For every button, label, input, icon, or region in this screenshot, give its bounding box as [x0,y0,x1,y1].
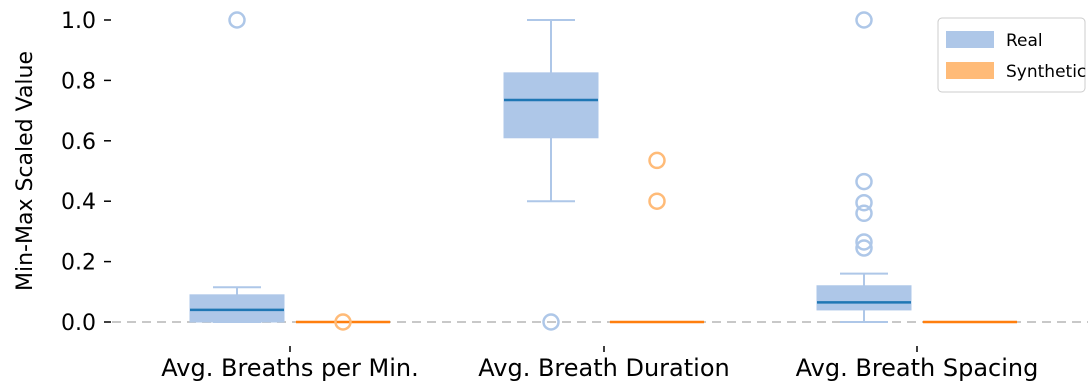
y-tick-label: 0.8 [61,69,96,94]
y-tick-label: 0.4 [61,190,96,215]
box-synthetic-1 [295,313,391,331]
outlier-point [855,172,873,191]
legend-label: Real [1006,31,1043,51]
box-body [503,72,599,139]
x-tick-label: Avg. Breath Spacing [796,354,1039,381]
legend-swatch [946,31,994,48]
y-tick-label: 0.2 [61,251,96,276]
box-real-2 [503,19,599,331]
outlier-point [855,193,873,212]
legend: Real Synthetic [937,17,1086,93]
box-real-1 [189,11,285,323]
box-synthetic-2 [609,151,705,324]
x-tick-label: Avg. Breaths per Min. [161,354,418,381]
legend-swatch [946,62,994,79]
box-real-3 [816,11,912,323]
outlier-point [855,204,873,223]
y-tick-label: 0.6 [61,130,96,155]
outlier-point [855,11,873,29]
box-body [816,285,912,311]
outlier-point [334,313,352,331]
outlier-point [855,233,873,251]
outlier-point [855,239,873,257]
y-tick-label: 0.0 [61,311,96,336]
outlier-point [648,151,666,170]
y-tick-label: 1.0 [61,9,96,34]
x-tick-label: Avg. Breath Duration [478,354,729,381]
box-body [189,294,285,323]
x-axis: Avg. Breaths per Min. Avg. Breath Duratio… [161,346,1038,381]
y-axis: 0.0 0.2 0.4 0.6 0.8 1.0 [61,9,111,336]
outlier-point [648,192,666,210]
box-series [189,11,1018,331]
outlier-point [228,11,246,29]
y-axis-title: Min-Max Scaled Value [13,51,38,291]
legend-label: Synthetic [1006,62,1086,82]
outlier-point [542,313,560,331]
